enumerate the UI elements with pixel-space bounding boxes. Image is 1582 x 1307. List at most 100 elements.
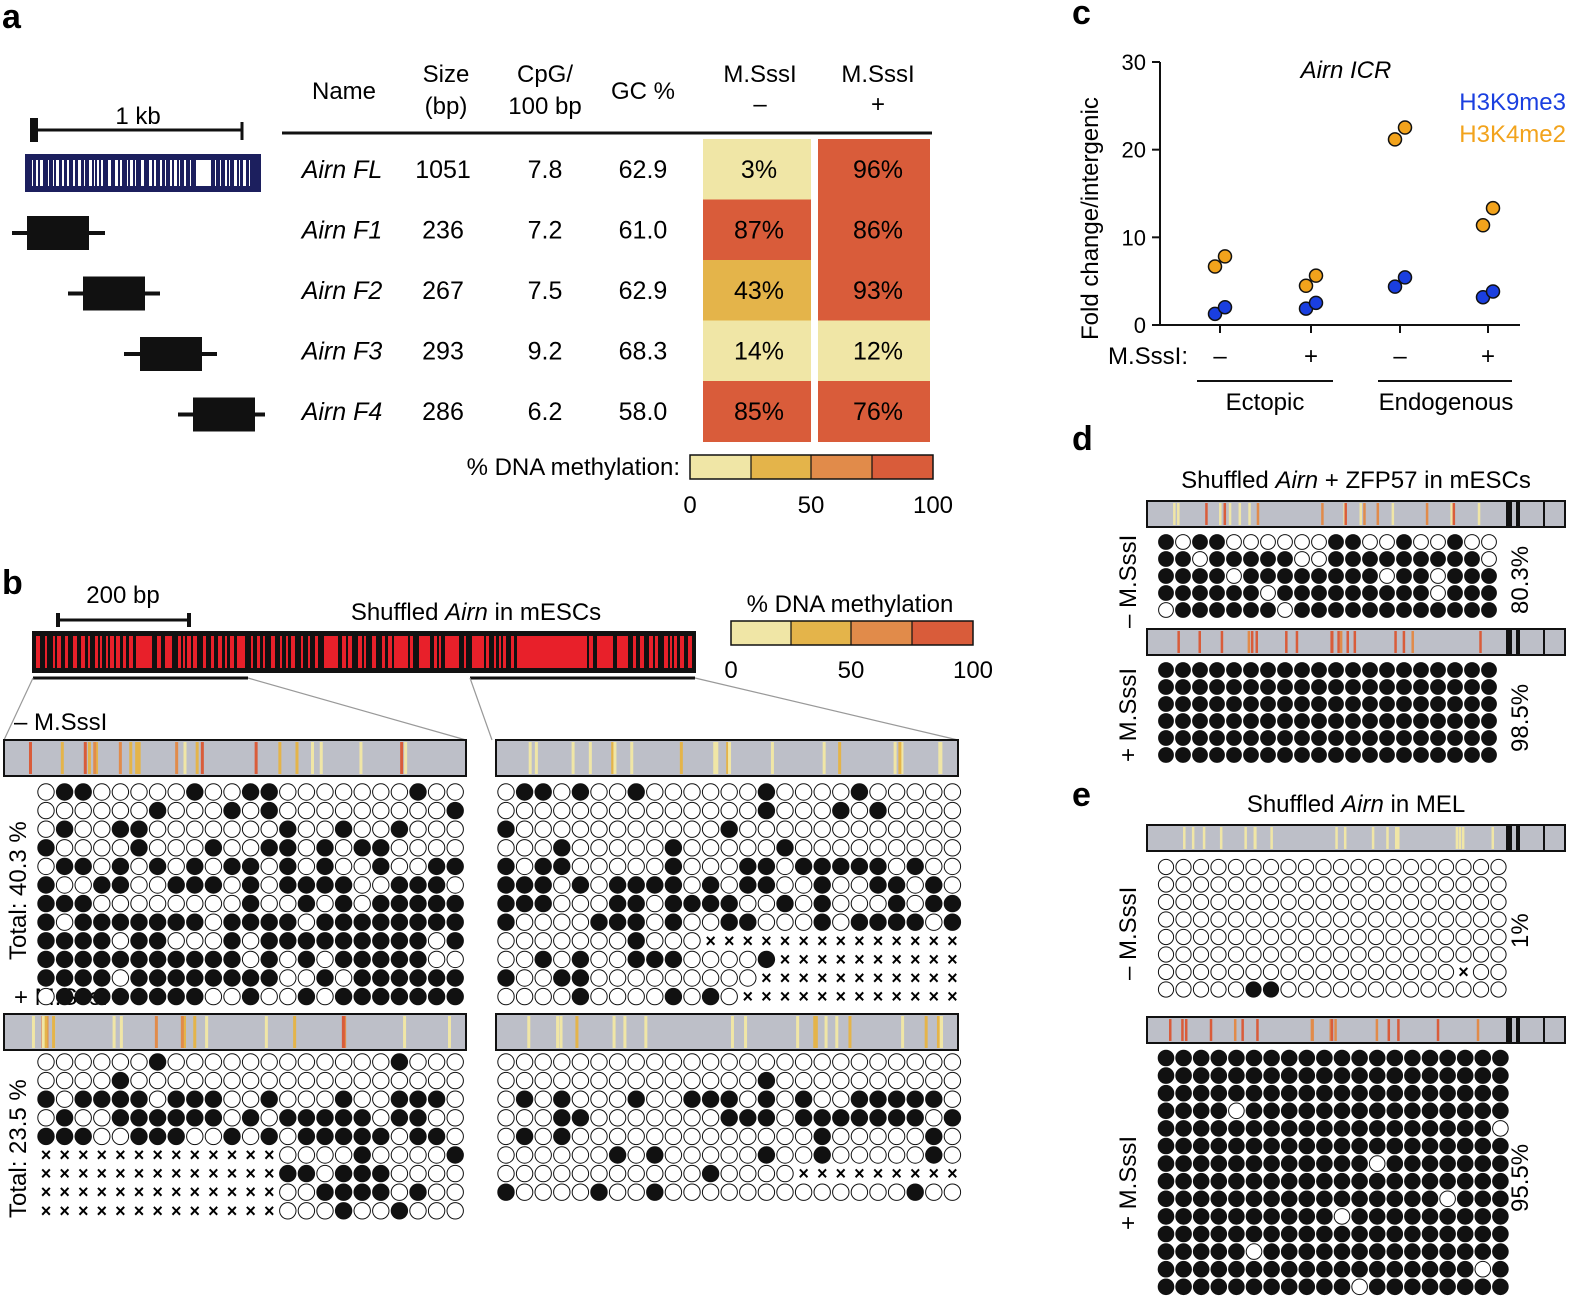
methylated-cpg [186, 857, 204, 876]
barcode-stripe [410, 636, 413, 668]
unmethylated-cpg [1437, 981, 1455, 998]
methylated-cpg [1228, 1243, 1245, 1260]
unmethylated-cpg [260, 876, 278, 894]
methylated-cpg [1209, 551, 1225, 567]
methylated-cpg [1210, 1278, 1228, 1296]
unmethylated-cpg [1472, 893, 1490, 911]
unmethylated-cpg [1490, 911, 1507, 928]
methylated-cpg [925, 1090, 943, 1108]
methylated-cpg [1492, 1278, 1509, 1296]
methylated-cpg [1404, 1067, 1421, 1084]
methylated-cpg [571, 783, 590, 801]
methylated-cpg [297, 987, 316, 1006]
unmethylated-cpg [515, 1183, 534, 1201]
unmethylated-cpg [1437, 963, 1455, 981]
unmethylated-cpg [37, 1071, 55, 1090]
cpg-tick [813, 1016, 817, 1048]
methylated-cpg [1368, 1190, 1386, 1208]
methylated-cpg [55, 857, 74, 876]
unmethylated-cpg [739, 783, 757, 801]
methylated-cpg [1175, 1243, 1192, 1260]
methylated-cpg [167, 1127, 185, 1146]
methylated-cpg [1245, 1067, 1263, 1084]
cpg-tick [1228, 503, 1232, 525]
unmethylated-cpg [664, 969, 683, 987]
unmethylated-cpg [1210, 911, 1227, 928]
unmethylated-cpg [571, 801, 590, 820]
cpg-tick [1177, 503, 1180, 525]
unmethylated-cpg [757, 820, 776, 838]
unmethylated-cpg [1455, 893, 1472, 911]
methylated-cpg [1439, 1049, 1456, 1067]
methylated-cpg [1464, 568, 1480, 584]
barcode-stripe [81, 636, 85, 668]
methylated-cpg [925, 876, 943, 894]
methylated-cpg [279, 932, 297, 950]
missing-cpg: × [854, 968, 865, 988]
methylated-cpg [608, 1146, 627, 1164]
panel-e-minus-label: – M.SssI [1115, 887, 1142, 980]
unmethylated-cpg [794, 1053, 813, 1071]
unmethylated-cpg [1245, 946, 1262, 963]
methylated-cpg [1474, 1278, 1492, 1296]
unmethylated-cpg [646, 839, 664, 857]
methylated-cpg [1311, 730, 1327, 746]
methylated-cpg [1209, 730, 1225, 746]
fragment-box [193, 397, 255, 432]
unmethylated-cpg [279, 969, 297, 987]
unmethylated-cpg [794, 820, 813, 838]
cpg-tick [730, 1016, 734, 1048]
methylated-cpg [130, 950, 148, 969]
missing-cpg: × [171, 1182, 182, 1202]
cpg-stripe [135, 160, 136, 186]
barcode-stripe [445, 636, 459, 668]
methylated-cpg [446, 932, 464, 950]
methylated-cpg [1474, 1067, 1492, 1084]
barcode-stripe [280, 636, 282, 668]
methylated-cpg [353, 932, 371, 950]
unmethylated-cpg [794, 894, 813, 913]
unmethylated-cpg [55, 1053, 74, 1071]
methylated-cpg [1413, 568, 1429, 584]
unmethylated-cpg [776, 1090, 794, 1108]
unmethylated-cpg [167, 801, 185, 820]
unmethylated-cpg [1367, 893, 1385, 911]
unmethylated-cpg [571, 1164, 590, 1183]
unmethylated-cpg [497, 839, 515, 857]
missing-cpg: × [929, 1164, 940, 1184]
unmethylated-cpg [204, 1071, 223, 1090]
unmethylated-cpg [93, 894, 111, 913]
methylated-cpg [590, 913, 608, 931]
methylated-cpg [446, 894, 464, 913]
missing-cpg: × [817, 1164, 828, 1184]
unmethylated-cpg [390, 839, 409, 857]
methylated-cpg [1157, 1278, 1175, 1296]
methylated-cpg [608, 894, 627, 913]
methylated-cpg [1474, 1190, 1492, 1208]
methylated-cpg [55, 969, 74, 987]
table-cell: 12% [853, 338, 903, 366]
methylated-cpg [37, 969, 55, 987]
cpg-stripe [48, 160, 49, 186]
methylated-cpg [130, 913, 148, 931]
methylated-cpg [1157, 1102, 1175, 1120]
table-cell: 96% [853, 156, 903, 184]
x-category-label: – [1393, 343, 1407, 370]
barcode-stripe [193, 636, 197, 668]
panel-d-plus-pct: 98.5% [1507, 684, 1534, 752]
methylated-cpg [334, 1183, 353, 1201]
methylated-cpg [757, 876, 776, 894]
cpg-tick [1479, 631, 1482, 653]
barcode-stripe [382, 636, 385, 668]
methylated-cpg [1328, 696, 1344, 712]
unmethylated-cpg [1437, 928, 1455, 946]
panel-b-scale-bar: 200 bp [56, 582, 191, 627]
unmethylated-cpg [887, 1053, 906, 1071]
unmethylated-cpg [223, 839, 241, 857]
methylated-cpg [1228, 1190, 1245, 1208]
methylated-cpg [553, 1127, 571, 1146]
unmethylated-cpg [906, 1053, 924, 1071]
cpg-stripe [84, 160, 85, 186]
methylated-cpg [1362, 696, 1378, 712]
methylated-cpg [1245, 1049, 1263, 1067]
